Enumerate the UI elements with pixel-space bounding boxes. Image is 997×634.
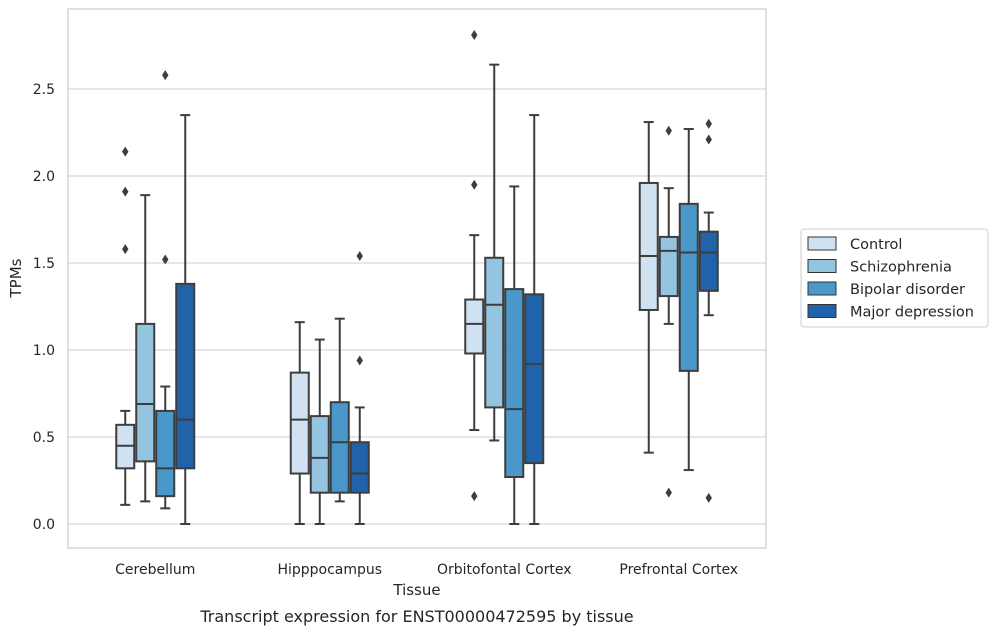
box-1-0 [289,321,310,525]
chart-caption: Transcript expression for ENST0000047259… [199,607,633,626]
outlier-point [162,254,169,265]
box-0-3 [175,114,196,525]
y-tick-label: 0.0 [33,517,55,533]
box-2-0 [464,30,485,502]
legend: Control Schizophrenia Bipolar disorder Majo… [800,228,989,328]
x-axis-title: Tissue [392,581,440,599]
y-tick-label: 1.5 [33,256,55,272]
y-tick-labels: 0.0 0.5 1.0 1.5 2.0 2.5 [33,82,55,533]
y-tick-label: 2.5 [33,82,55,98]
legend-swatch [807,281,837,296]
outlier-point [665,125,672,136]
x-tick-label: Orbitofontal Cortex [437,562,572,578]
box-iqr [504,288,525,479]
x-tick-labels: Cerebellum Hipppocampus Orbitofontal Corte… [115,562,738,578]
x-tick-label: Hipppocampus [277,562,382,578]
legend-label: Major depression [850,305,974,321]
y-tick-label: 2.0 [33,169,55,185]
legend-swatch [807,259,837,273]
y-axis-title: TPMs [7,258,25,298]
box-iqr [698,230,719,292]
box-iqr [289,371,310,475]
legend-label: Schizophrenia [850,260,952,276]
boxes [115,30,719,525]
outlier-point [356,355,363,366]
outlier-point [122,146,129,157]
box-3-0 [638,121,659,454]
outlier-point [705,492,712,503]
outlier-point [471,30,478,41]
box-iqr [175,282,196,470]
box-3-2 [678,128,699,472]
box-2-2 [504,185,525,525]
box-iqr [135,322,156,463]
box-iqr [464,298,485,355]
box-0-1 [135,194,156,503]
outlier-point [122,244,129,255]
box-iqr [658,235,679,298]
box-2-3 [524,114,545,525]
box-iqr [349,441,370,494]
box-0-2 [155,70,176,510]
x-tick-label: Prefrontal Cortex [619,562,738,578]
outlier-point [471,179,478,190]
box-1-1 [309,338,330,525]
legend-frame [800,228,989,328]
outlier-point [122,186,129,197]
outlier-point [162,70,169,81]
box-iqr [309,415,330,494]
box-2-1 [484,63,505,442]
box-3-1 [658,125,679,498]
box-iqr [484,256,505,409]
y-tick-label: 0.5 [33,430,55,446]
box-iqr [678,202,699,372]
legend-label: Control [850,237,902,253]
box-iqr [329,401,350,494]
legend-swatch [807,236,837,251]
box-0-0 [115,146,136,506]
box-iqr [155,409,176,498]
outlier-point [471,491,478,502]
box-3-3 [698,118,719,503]
y-tick-label: 1.0 [33,343,55,359]
outlier-point [705,134,712,145]
legend-swatch [807,304,837,318]
box-1-2 [329,317,350,503]
legend-label: Bipolar disorder [850,282,965,298]
outlier-point [705,118,712,129]
outlier-point [665,487,672,498]
box-1-3 [349,251,370,525]
box-iqr [638,181,659,311]
box-iqr [524,293,545,465]
plot-frame [67,8,767,549]
x-tick-label: Cerebellum [115,562,195,578]
outlier-point [356,251,363,262]
